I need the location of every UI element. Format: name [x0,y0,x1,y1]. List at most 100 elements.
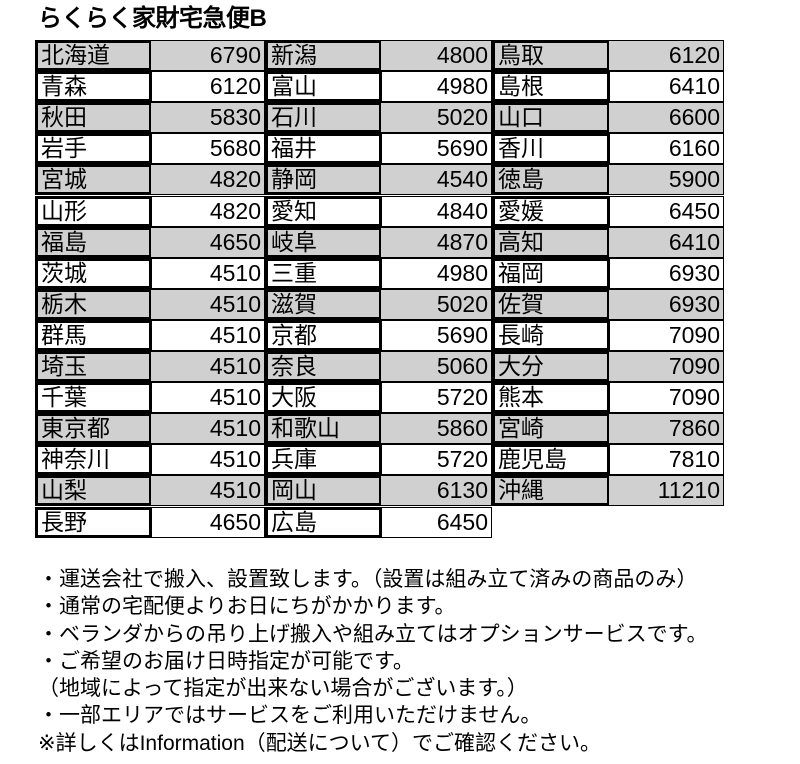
prefecture-name: 大阪 [265,382,382,414]
prefecture-name: 滋賀 [265,288,382,320]
shipping-price: 4820 [150,164,265,196]
prefecture-name: 埼玉 [35,351,152,382]
note-line: ・ベランダからの吊り上げ搬入や組み立てはオプションサービスです。 [38,622,708,646]
shipping-price: 7860 [608,413,724,445]
shipping-price: 4650 [150,506,265,538]
shipping-price: 5720 [380,444,492,476]
shipping-price: 11210 [608,475,724,507]
prefecture-name: 鳥取 [492,40,610,71]
prefecture-name: 和歌山 [265,413,382,445]
shipping-price: 6450 [380,506,492,538]
shipping-price: 4820 [150,195,265,227]
shipping-price: 5690 [380,319,492,351]
prefecture-name: 新潟 [265,40,382,71]
shipping-price: 4980 [380,71,492,103]
shipping-price: 6600 [608,102,724,134]
shipping-price: 5020 [380,102,492,134]
note-line: ・一部エリアではサービスをご利用いただけません。 [38,704,542,728]
shipping-price: 5020 [380,288,492,320]
prefecture-name: 宮崎 [492,413,610,445]
prefecture-name: 徳島 [492,164,610,196]
prefecture-name: 福島 [35,226,152,258]
shipping-price: 6930 [608,288,724,320]
prefecture-name: 千葉 [35,382,152,414]
shipping-price: 6120 [150,71,265,103]
prefecture-name: 山梨 [35,475,152,507]
note-line: ※詳しくはInformation（配送について）でご確認ください。 [38,731,602,755]
page-title: らくらく家財宅急便B [38,5,267,32]
prefecture-name: 山形 [35,195,152,227]
prefecture-name: 沖縄 [492,475,610,507]
shipping-price: 6790 [150,40,265,71]
prefecture-name: 島根 [492,71,610,103]
prefecture-name: 香川 [492,133,610,165]
prefecture-name: 青森 [35,71,152,103]
shipping-price: 5690 [380,133,492,165]
note-line: ・運送会社で搬入、設置致します。（設置は組み立て済みの商品のみ） [38,568,698,591]
shipping-price: 6130 [380,475,492,507]
shipping-price: 6160 [608,133,724,165]
prefecture-name: 秋田 [35,102,152,134]
shipping-price: 4510 [150,351,265,382]
prefecture-name: 宮城 [35,164,152,196]
prefecture-name: 広島 [265,506,382,538]
shipping-price: 5830 [150,102,265,134]
prefecture-name: 愛知 [265,195,382,227]
shipping-price: 5680 [150,133,265,165]
note-line: ・通常の宅配便よりお日にちがかかります。 [38,595,456,619]
shipping-price: 4510 [150,444,265,476]
shipping-price: 4980 [380,257,492,289]
prefecture-name: 岐阜 [265,226,382,258]
shipping-price: 6930 [608,257,724,289]
shipping-price: 4510 [150,382,265,414]
prefecture-name: 岡山 [265,475,382,507]
notes-list: ・運送会社で搬入、設置致します。（設置は組み立て済みの商品のみ） ・通常の宅配便よ… [38,566,707,757]
prefecture-name: 愛媛 [492,195,610,227]
prefecture-name: 東京都 [35,413,152,445]
shipping-price: 7090 [608,319,724,351]
shipping-price: 4510 [150,475,265,507]
prefecture-name: 岩手 [35,133,152,165]
prefecture-name: 鹿児島 [492,444,610,476]
prefecture-name: 佐賀 [492,288,610,320]
prefecture-name: 富山 [265,71,382,103]
prefecture-name: 茨城 [35,257,152,289]
prefecture-name: 群馬 [35,319,152,351]
prefecture-name: 長崎 [492,319,610,351]
shipping-price: 5720 [380,382,492,414]
shipping-price: 7090 [608,351,724,382]
prefecture-name: 長野 [35,506,152,538]
prefecture-name: 神奈川 [35,444,152,476]
prefecture-name: 福岡 [492,257,610,289]
shipping-price: 6450 [608,195,724,227]
shipping-price: 4870 [380,226,492,258]
shipping-price: 5860 [380,413,492,445]
shipping-price: 6410 [608,226,724,258]
shipping-price: 5060 [380,351,492,382]
prefecture-name: 兵庫 [265,444,382,476]
prefecture-name: 北海道 [35,40,152,71]
shipping-price: 4650 [150,226,265,258]
prefecture-name: 奈良 [265,351,382,382]
shipping-price: 4510 [150,288,265,320]
prefecture-name: 京都 [265,319,382,351]
shipping-price: 5900 [608,164,724,196]
prefecture-name: 三重 [265,257,382,289]
prefecture-name: 石川 [265,102,382,134]
shipping-price: 4800 [380,40,492,71]
shipping-price: 4840 [380,195,492,227]
prefecture-name: 高知 [492,226,610,258]
shipping-price: 4510 [150,257,265,289]
prefecture-name: 山口 [492,102,610,134]
prefecture-name: 栃木 [35,288,152,320]
note-line: （地域によって指定が出来ない場合がございます。） [38,677,528,701]
shipping-price: 4540 [380,164,492,196]
prefecture-name: 福井 [265,133,382,165]
shipping-price: 4510 [150,413,265,445]
shipping-price: 4510 [150,319,265,351]
shipping-price: 6410 [608,71,724,103]
prefecture-name: 大分 [492,351,610,382]
prefecture-name: 静岡 [265,164,382,196]
shipping-price: 7090 [608,382,724,414]
shipping-price: 7810 [608,444,724,476]
